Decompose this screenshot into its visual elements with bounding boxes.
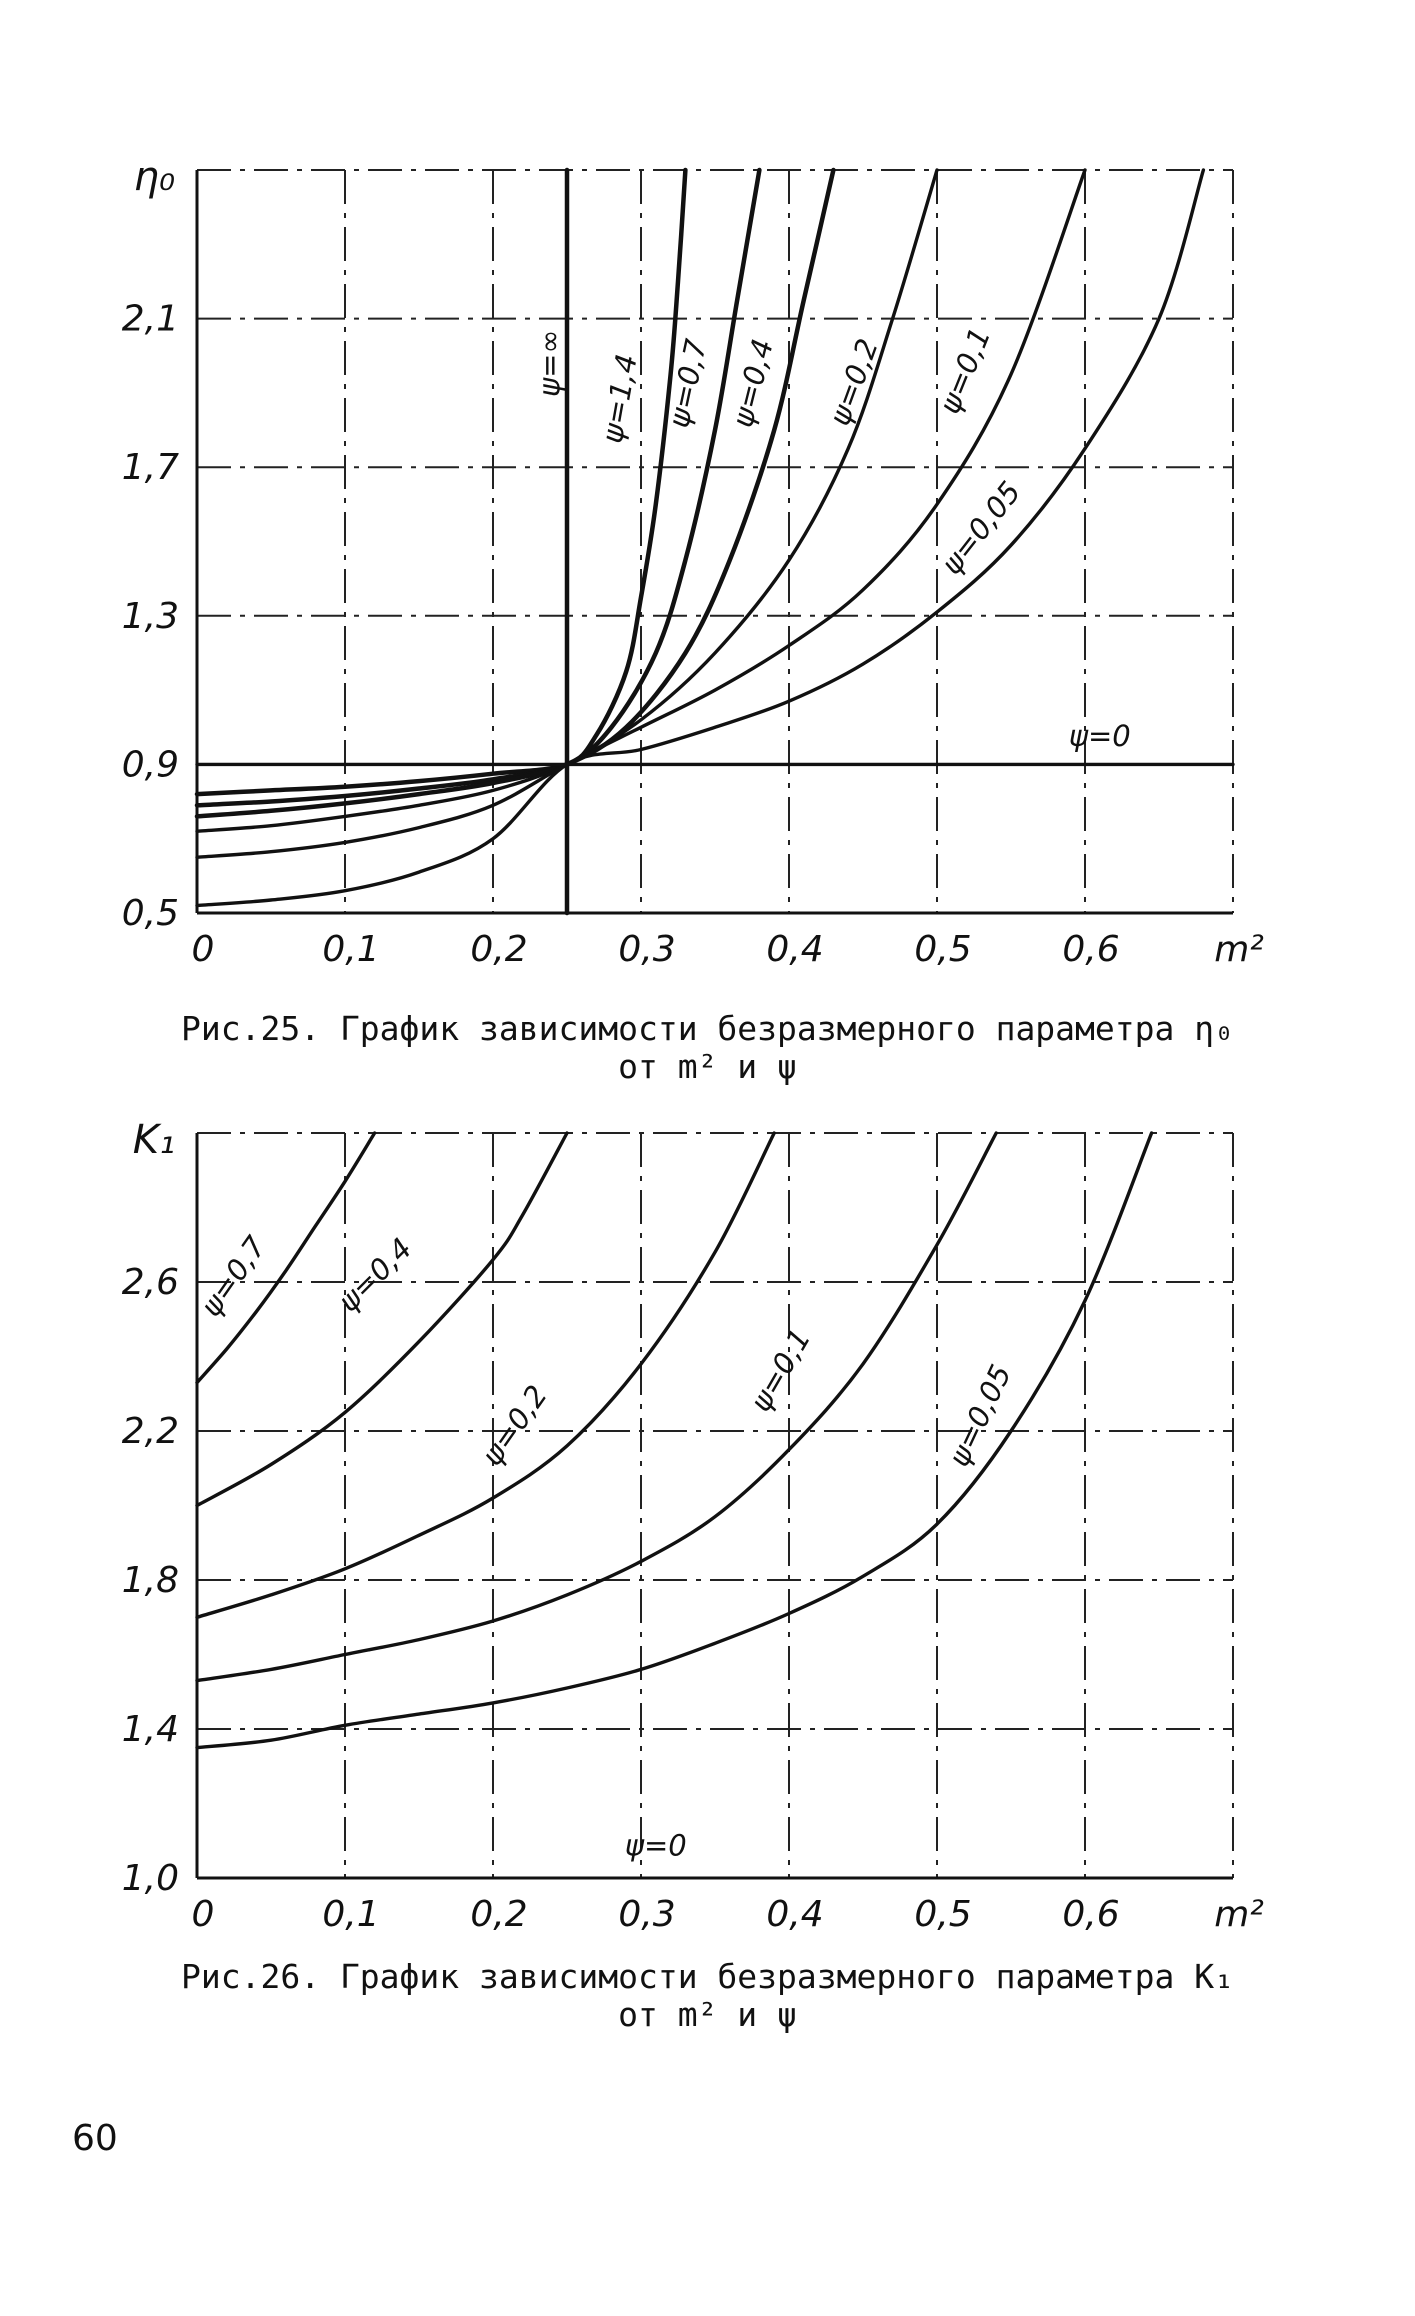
chart1-series-label-psi-inf: ψ=∞ (533, 329, 567, 397)
chart1-x-tick-0: 0 (192, 929, 215, 970)
chart1-y-tick-2-1: 2,1 (122, 299, 179, 340)
figure-25-caption-line2: от m² и ψ (618, 1047, 797, 1086)
chart2-y-axis-label: K₁ (133, 1117, 175, 1163)
chart1-x-tick-0-5: 0,5 (914, 929, 971, 970)
chart1-y-tick-1-7: 1,7 (122, 447, 179, 488)
chart2-series-label-psi-0: ψ=0 (625, 1829, 687, 1863)
chart1-series-label-psi-0: ψ=0 (1069, 719, 1131, 753)
chart2-x-tick-0-2: 0,2 (470, 1894, 527, 1935)
chart1-series-label-psi-0-2: ψ=0,2 (822, 334, 885, 430)
chart2-x-tick-0-4: 0,4 (766, 1894, 823, 1935)
chart1-series-psi-0-1 (195, 168, 1087, 859)
chart2-series-label-psi-0-2: ψ=0,2 (475, 1379, 554, 1472)
chart2-series-psi-0-4 (195, 1131, 569, 1508)
chart1-y-tick-1-3: 1,3 (122, 596, 179, 637)
chart2-x-tick-0-6: 0,6 (1062, 1894, 1119, 1935)
chart2-x-axis-label: m² (1214, 1894, 1264, 1935)
chart1-y-tick-0-9: 0,9 (122, 744, 179, 785)
chart1-series-label-psi-1-4: ψ=1,4 (595, 352, 644, 446)
chart1-x-tick-0-4: 0,4 (766, 929, 823, 970)
chart2-series-psi-0-05 (195, 1131, 1154, 1750)
chart1-series-label-psi-0-4: ψ=0,4 (725, 336, 780, 431)
figure-26-caption: Рис.26. График зависимости безразмерного… (0, 1958, 1415, 2034)
chart1-x-tick-0-6: 0,6 (1062, 929, 1119, 970)
chart2-y-tick-2-2: 2,2 (122, 1411, 179, 1452)
chart2-y-tick-1-4: 1,4 (122, 1709, 179, 1750)
chart2-y-tick-1-0: 1,0 (122, 1858, 179, 1899)
chart1-x-tick-0-3: 0,3 (618, 929, 675, 970)
chart2-x-tick-0-5: 0,5 (914, 1894, 971, 1935)
chart1-series-psi-0-2 (195, 168, 939, 833)
chart2-series-label-psi-0-05: ψ=0,05 (942, 1359, 1018, 1471)
chart1-series-label-psi-0-7: ψ=0,7 (661, 336, 713, 431)
figure-26-caption-line2: от m² и ψ (618, 1995, 797, 2034)
chart1-series-label-psi-0-05: ψ=0,05 (934, 475, 1027, 581)
chart2-x-tick-0-1: 0,1 (322, 1894, 379, 1935)
chart2-series-psi-0-7 (195, 1131, 377, 1385)
chart2-series-psi-0-1 (195, 1131, 998, 1683)
chart1-series-psi-0-4 (194, 167, 836, 819)
chart2-series-label-psi-0-1: ψ=0,1 (743, 1323, 817, 1418)
chart2-y-tick-1-8: 1,8 (122, 1560, 179, 1601)
chart2-x-tick-0-3: 0,3 (618, 1894, 675, 1935)
chart1-x-axis-label: m² (1214, 929, 1264, 970)
chart1-y-axis-label: η₀ (134, 154, 175, 200)
chart1-x-tick-0-2: 0,2 (470, 929, 527, 970)
page-number: 60 (72, 2118, 118, 2159)
chart1-series-label-psi-0-1: ψ=0,1 (932, 323, 997, 419)
chart1-y-tick-0-5: 0,5 (122, 893, 179, 934)
chart2-y-tick-2-6: 2,6 (122, 1262, 179, 1303)
chart1-x-tick-0-1: 0,1 (322, 929, 379, 970)
chart2-x-tick-0: 0 (192, 1894, 215, 1935)
chart1-series-psi-1-4 (194, 167, 688, 797)
chart2-series-psi-0-2 (195, 1131, 776, 1619)
chart2-series-label-psi-0-7: ψ=0,7 (194, 1229, 274, 1322)
figure-25-caption-line1: Рис.25. График зависимости безразмерного… (181, 1009, 1234, 1048)
figure-25-caption: Рис.25. График зависимости безразмерного… (0, 1010, 1415, 1086)
chart1-series-psi-0-05 (195, 168, 1206, 908)
chart1-series-psi-0-7 (194, 167, 762, 808)
figure-26-caption-line1: Рис.26. График зависимости безразмерного… (181, 1957, 1234, 1996)
